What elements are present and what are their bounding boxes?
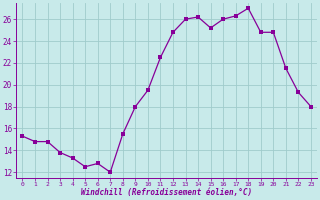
X-axis label: Windchill (Refroidissement éolien,°C): Windchill (Refroidissement éolien,°C) — [81, 188, 252, 197]
